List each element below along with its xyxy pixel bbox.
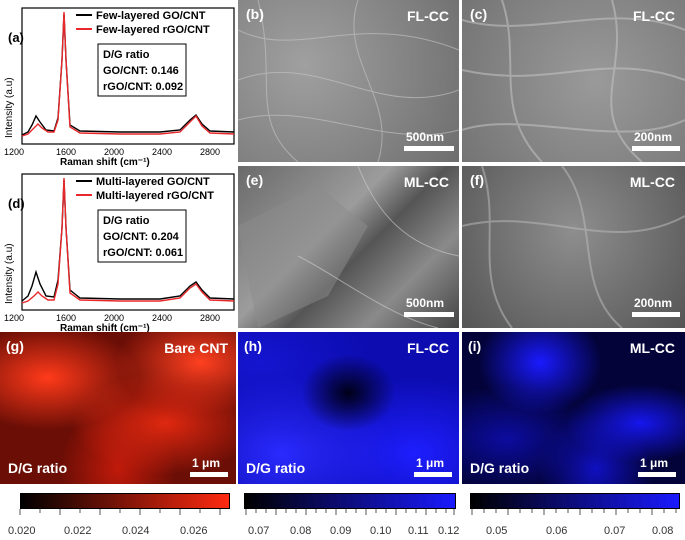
dg-box-rgo-d: rGO/CNT: 0.061 [103,247,183,259]
sem-image-c: (c) FL-CC 200nm [462,0,685,162]
spectrum-rgo-d [21,177,235,304]
xtick-d-4: 2800 [200,313,220,323]
graphene-texture-f [462,166,685,328]
cbar-h-tick-5: 0.12 [438,525,459,537]
xtick-d-1: 1600 [56,313,76,323]
spectrum-rgo-a [21,11,235,137]
ylabel-d: Intensity (a.u) [4,243,15,304]
cbar-h-tick-4: 0.11 [408,525,429,537]
scale-text-b: 500nm [406,130,445,144]
nanotube-texture-b [238,0,459,162]
map-tag-i: ML-CC [629,340,675,356]
xtick-a-4: 2800 [200,147,220,157]
xtick-a-2: 2000 [104,147,124,157]
cbar-h-tick-1: 0.08 [290,525,311,537]
sem-image-b: (b) FL-CC 500nm [238,0,459,162]
raman-chart-a: (a) Few-layered GO/CNT Few-layered rGO/C… [4,7,235,168]
dg-box-rgo-a: rGO/CNT: 0.092 [103,81,183,93]
scale-bar-i [638,472,676,477]
xlabel-d: Raman shift (cm⁻¹) [60,323,150,334]
raman-panel-a: (a) Few-layered GO/CNT Few-layered rGO/C… [0,0,236,168]
dg-box-title-a: D/G ratio [103,49,150,61]
dg-box-go-d: GO/CNT: 0.204 [103,231,180,243]
scale-bar-b [404,146,454,151]
colorbar-g [20,493,230,509]
scale-text-f: 200nm [634,296,673,310]
ylabel-a: Intensity (a.u) [4,77,15,138]
xtick-a-0: 1200 [4,147,24,157]
xtick-a-1: 1600 [56,147,76,157]
dg-label-i: D/G ratio [470,460,530,476]
panel-label-d: (d) [8,196,25,211]
dg-map-g: (g) Bare CNT D/G ratio 1 μm [0,332,236,484]
scale-bar-f [632,312,680,317]
scale-text-e: 500nm [406,296,445,310]
scale-bar-e [404,312,454,317]
sem-image-f: (f) ML-CC 200nm [462,166,685,328]
sem-tag-f: ML-CC [629,174,675,190]
colorbar-h [244,493,456,509]
panel-label-c: (c) [470,6,488,22]
panel-label-i: (i) [468,338,482,354]
panel-label-b: (b) [246,6,264,22]
xtick-d-3: 2400 [152,313,172,323]
map-tag-h: FL-CC [407,340,449,356]
panel-label-h: (h) [244,338,262,354]
xtick-a-3: 2400 [152,147,172,157]
scale-bar-g [190,472,228,477]
colorbar-i [470,493,680,509]
colorbar-ticks: 0.020 0.022 0.024 0.026 0.07 0.08 0.09 0… [8,509,677,537]
dg-label-g: D/G ratio [8,460,68,476]
cbar-i-tick-0: 0.05 [486,525,507,537]
scale-text-i: 1 μm [640,456,669,470]
dg-box-title-d: D/G ratio [103,215,150,227]
scale-text-g: 1 μm [192,456,221,470]
cbar-g-tick-0: 0.020 [8,525,36,537]
map-tag-g: Bare CNT [164,340,228,356]
sem-tag-e: ML-CC [403,174,449,190]
raman-chart-d: (d) Multi-layered GO/CNT Multi-layered r… [4,173,235,334]
cbar-g-tick-1: 0.022 [64,525,92,537]
scale-bar-h [414,472,452,477]
sem-tag-c: FL-CC [633,8,675,24]
scale-text-h: 1 μm [416,456,445,470]
panel-label-e: (e) [246,172,264,188]
cbar-i-tick-1: 0.06 [546,525,567,537]
graphene-texture-e [238,166,459,328]
xtick-d-2: 2000 [104,313,124,323]
sem-tag-b: FL-CC [407,8,449,24]
scale-bar-c [632,146,680,151]
sem-image-e: (e) ML-CC 500nm [238,166,459,328]
panel-label-a: (a) [8,30,24,45]
cbar-g-tick-3: 0.026 [180,525,208,537]
legend-rgo-d: Multi-layered rGO/CNT [96,190,214,202]
raman-panel-d: (d) Multi-layered GO/CNT Multi-layered r… [0,168,236,334]
legend-go-a: Few-layered GO/CNT [96,10,206,22]
scale-text-c: 200nm [634,130,673,144]
xtick-d-0: 1200 [4,313,24,323]
dg-map-i: (i) ML-CC D/G ratio 1 μm [462,332,685,484]
legend-go-d: Multi-layered GO/CNT [96,176,210,188]
panel-label-g: (g) [6,338,24,354]
legend-rgo-a: Few-layered rGO/CNT [96,24,210,36]
nanotube-texture-c [462,0,685,162]
cbar-h-tick-0: 0.07 [248,525,269,537]
cbar-i-tick-2: 0.07 [604,525,625,537]
dg-box-go-a: GO/CNT: 0.146 [103,65,179,77]
cbar-i-tick-3: 0.08 [652,525,673,537]
dg-label-h: D/G ratio [246,460,306,476]
cbar-h-tick-2: 0.09 [330,525,351,537]
xlabel-a: Raman shift (cm⁻¹) [60,157,150,168]
dg-map-h: (h) FL-CC D/G ratio 1 μm [238,332,459,484]
cbar-g-tick-2: 0.024 [122,525,150,537]
cbar-h-tick-3: 0.10 [370,525,391,537]
panel-label-f: (f) [470,172,484,188]
